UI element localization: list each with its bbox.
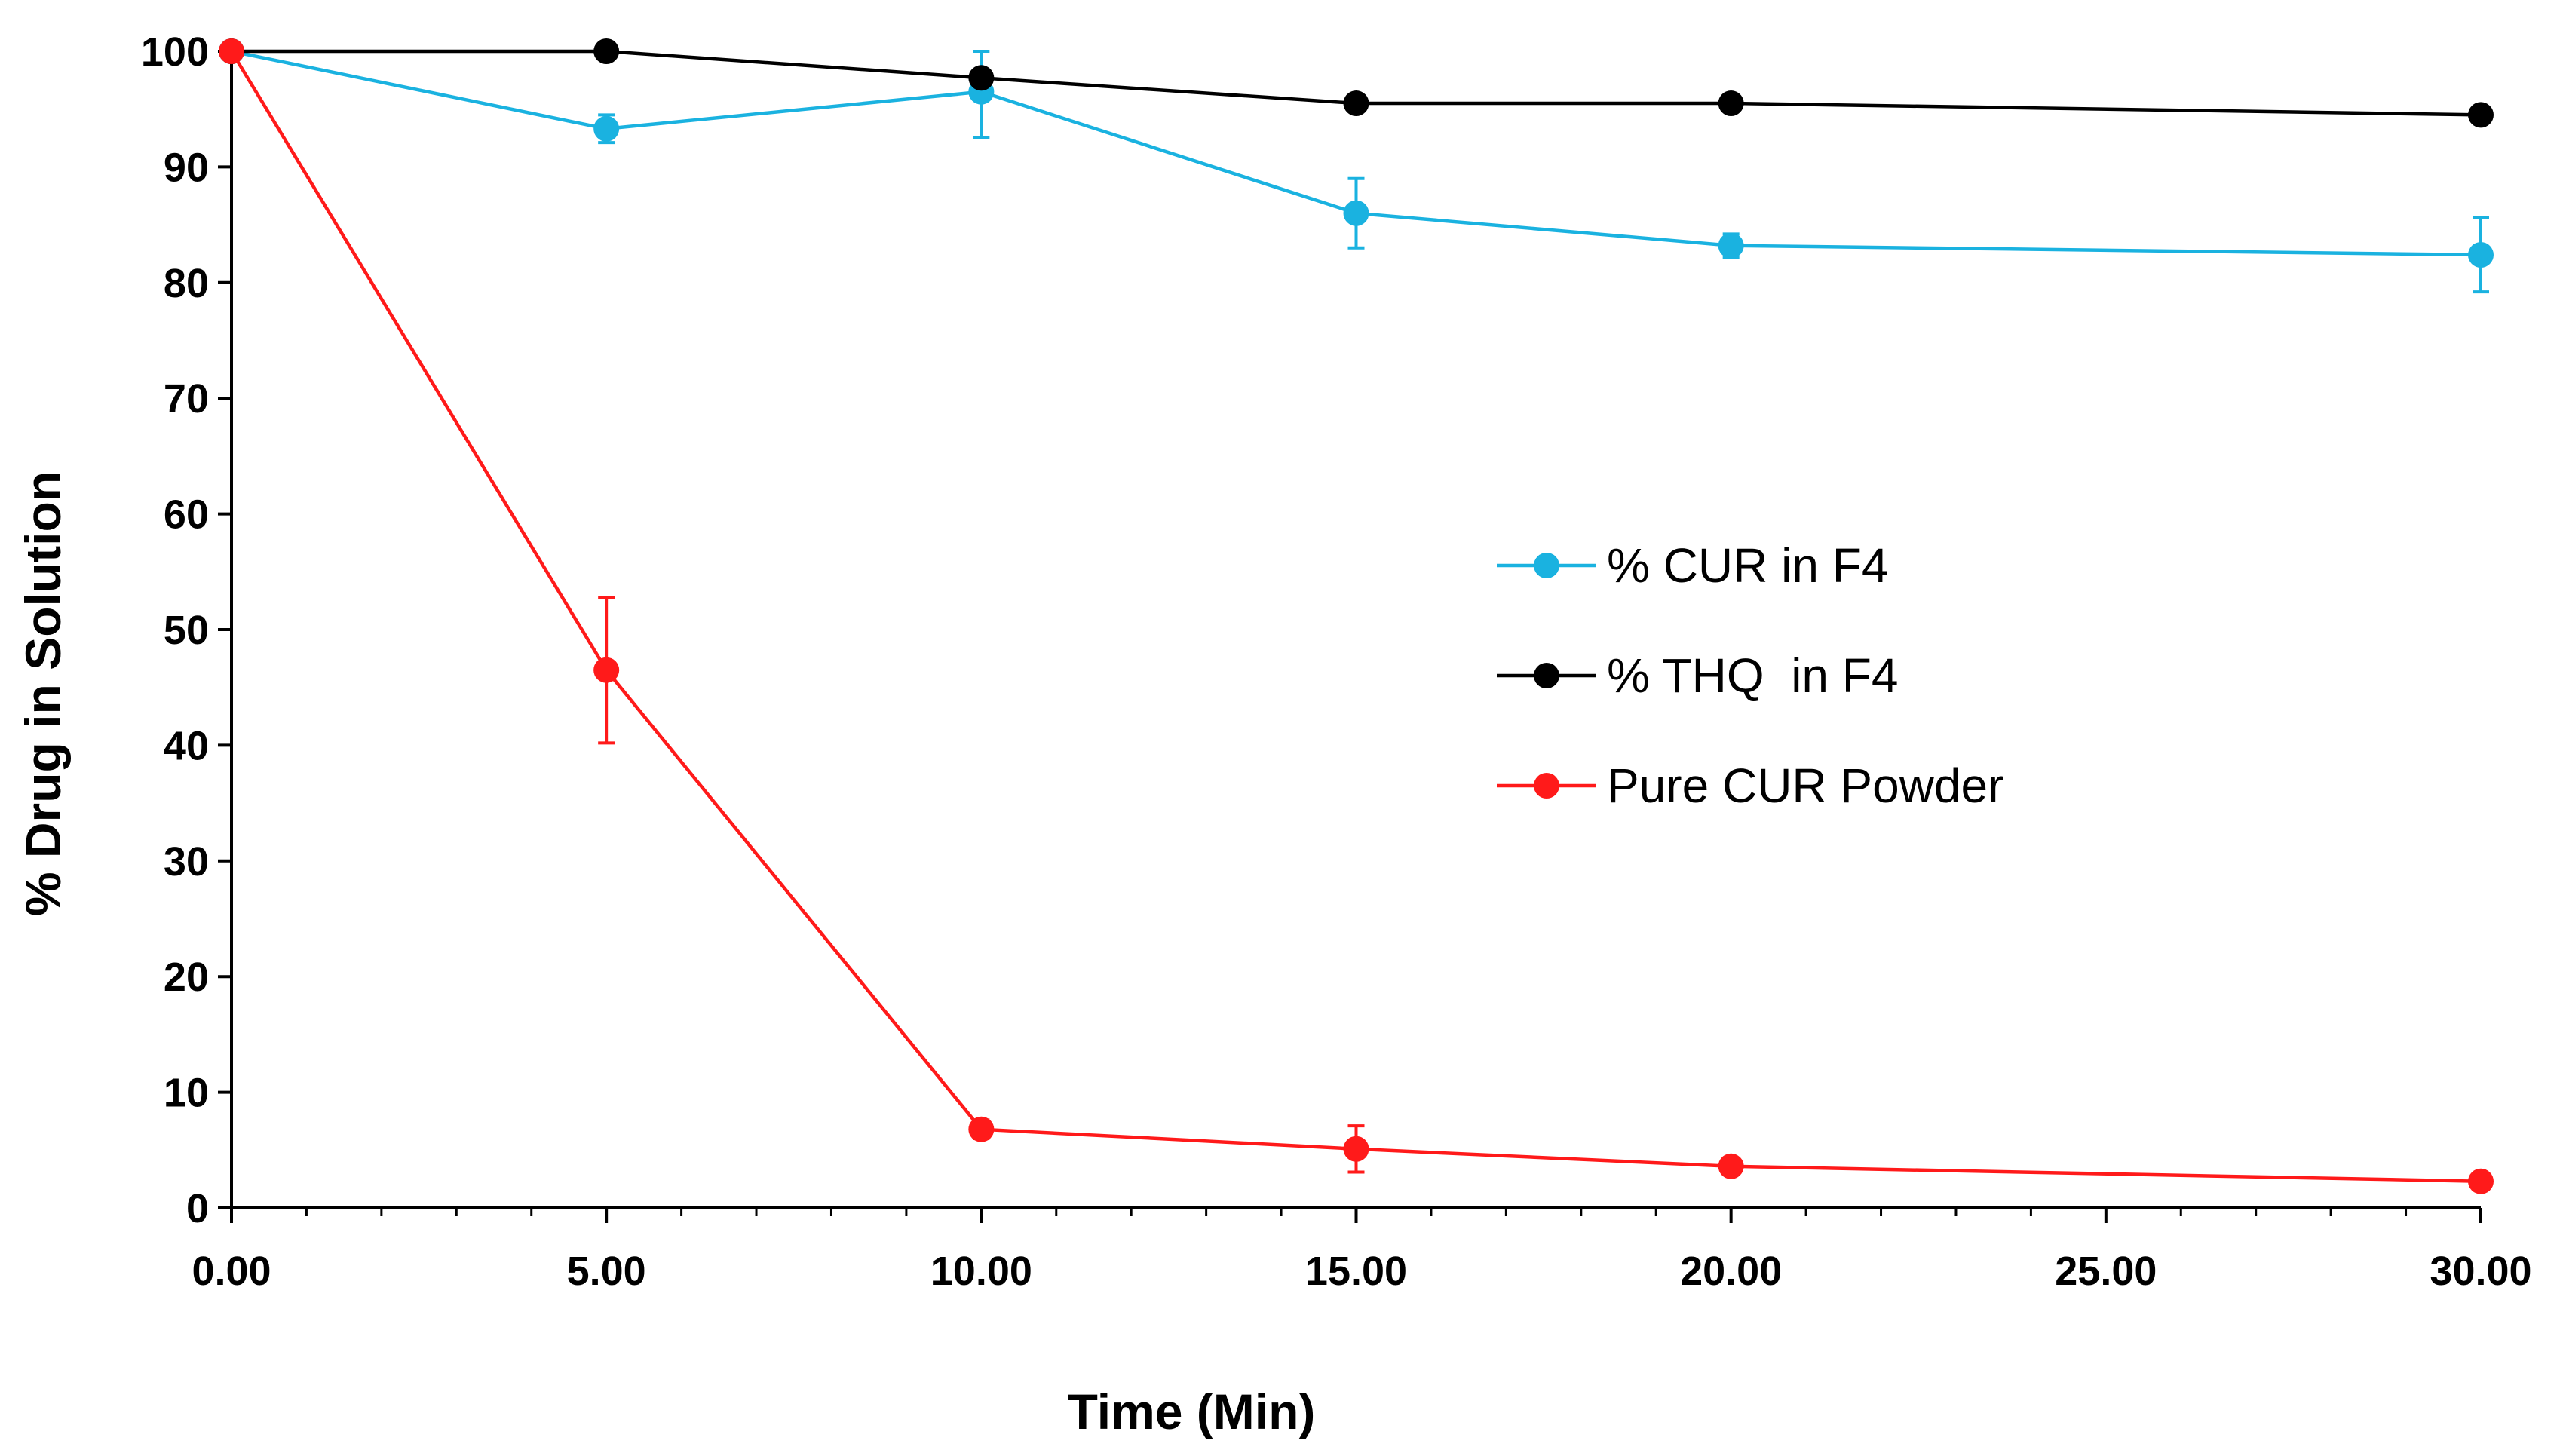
series-1 [219,38,2494,128]
legend-label: % THQ in F4 [1607,648,1898,703]
legend-item: % CUR in F4 [1497,538,1888,593]
legend-label: Pure CUR Powder [1607,759,2003,813]
y-tick-label: 20 [164,955,209,1000]
data-point [2468,102,2494,128]
x-tick-label: 15.00 [1305,1249,1407,1294]
data-point [1343,200,1369,226]
y-tick-label: 10 [164,1071,209,1116]
data-point [1343,1136,1369,1162]
data-point [1718,1153,1744,1179]
legend-item: Pure CUR Powder [1497,759,2003,813]
data-point [968,65,995,91]
y-tick-label: 60 [164,492,209,538]
x-axis-title: Time (Min) [1068,1384,1316,1439]
series-line [231,49,2482,117]
data-point [593,657,620,683]
legend-item: % THQ in F4 [1497,648,1898,703]
y-tick-label: 80 [164,261,209,306]
legend-marker [1534,773,1559,799]
y-tick-label: 100 [141,29,209,75]
y-tick-label: 30 [164,839,209,884]
series-2 [219,38,2494,1194]
y-tick-label: 0 [186,1186,209,1231]
y-tick-label: 50 [164,608,209,653]
series-layer [219,38,2494,1194]
series-line [231,49,2482,257]
x-tick-label: 30.00 [2430,1249,2531,1294]
legend: % CUR in F4 % THQ in F4 Pure CUR Powder [1497,538,2003,813]
data-point [2468,241,2494,268]
data-point [2468,1168,2494,1194]
data-point [1718,90,1744,117]
series-line [230,50,2482,1183]
data-point [593,38,620,64]
data-point [1343,90,1369,117]
legend-label: % CUR in F4 [1607,538,1888,593]
series-0 [219,38,2494,294]
data-point [1718,232,1744,259]
x-tick-label: 10.00 [930,1249,1032,1294]
x-tick-label: 0.00 [192,1249,271,1294]
axes: 0 10 20 30 40 50 60 70 80 90 100 0.00 5.00 10.00 15.00… [141,29,2532,1294]
x-tick-label: 20.00 [1680,1249,1782,1294]
data-point [219,38,244,64]
x-tick-label: 5.00 [567,1249,646,1294]
y-axis-title: % Drug in Solution [15,471,71,916]
legend-marker [1534,553,1559,578]
data-point [968,1116,995,1142]
y-tick-label: 40 [164,723,209,768]
y-tick-label: 70 [164,376,209,421]
x-tick-label: 25.00 [2055,1249,2157,1294]
legend-marker [1534,663,1559,688]
y-tick-label: 90 [164,145,209,190]
data-point [593,115,620,142]
